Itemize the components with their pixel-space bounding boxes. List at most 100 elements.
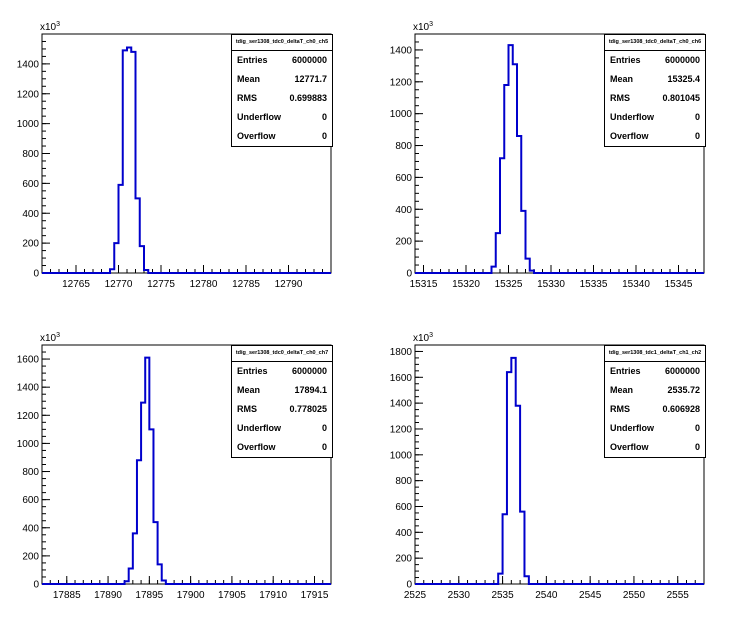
stats-label: Overflow — [610, 131, 649, 141]
y-tick-label: 400 — [22, 523, 39, 534]
x-tick-label: 15330 — [537, 279, 565, 290]
stats-box-ch1-ch2: tdig_ser1308_tdc1_deltaT_ch1_ch2 Entries 6… — [604, 345, 706, 458]
y-tick-label: 200 — [22, 551, 39, 562]
stats-value: 6000000 — [291, 366, 327, 376]
y-tick-label: 600 — [22, 179, 39, 190]
stats-label: Underflow — [237, 423, 281, 433]
y-tick-label: 1000 — [17, 119, 40, 130]
stats-label: Mean — [610, 74, 634, 84]
stats-value: 0 — [694, 112, 700, 122]
stats-value: 2535.72 — [667, 385, 700, 395]
histogram-series-line — [415, 356, 704, 585]
x-tick-label: 2550 — [623, 590, 646, 601]
stats-row: Overflow 0 — [232, 438, 332, 457]
stats-label: Underflow — [610, 112, 654, 122]
stats-label: Underflow — [237, 112, 281, 122]
stats-row: Entries 6000000 — [605, 51, 705, 70]
y-tick-label: 600 — [22, 495, 39, 506]
stats-row: RMS 0.778025 — [232, 400, 332, 419]
stats-value: 0 — [321, 112, 327, 122]
stats-value: 0 — [321, 423, 327, 433]
stats-row: Entries 6000000 — [605, 362, 705, 381]
stats-box-ch0-ch5: tdig_ser1308_tdc0_deltaT_ch0_ch5 Entries 6… — [231, 34, 333, 147]
stats-label: Mean — [237, 74, 261, 84]
y-tick-label: 600 — [395, 173, 412, 184]
stats-value: 0 — [321, 131, 327, 141]
stats-row: Overflow 0 — [232, 127, 332, 146]
stats-label: Entries — [610, 55, 641, 65]
stats-row: Mean 2535.72 — [605, 381, 705, 400]
x-tick-label: 12770 — [105, 279, 133, 290]
stats-row: Mean 17894.1 — [232, 381, 332, 400]
stats-row: Underflow 0 — [605, 108, 705, 127]
x-tick-label: 2555 — [667, 590, 690, 601]
stats-label: Overflow — [237, 131, 276, 141]
y-tick-label: 1000 — [17, 439, 40, 450]
y-tick-label: 200 — [395, 554, 412, 565]
x-tick-label: 2540 — [535, 590, 558, 601]
y-tick-label: 1400 — [17, 59, 40, 70]
x-tick-label: 17890 — [94, 590, 122, 601]
y-tick-label: 200 — [22, 239, 39, 250]
stats-row: Underflow 0 — [232, 108, 332, 127]
stats-label: RMS — [610, 404, 630, 414]
stats-box-title: tdig_ser1308_tdc1_deltaT_ch1_ch2 — [605, 346, 705, 362]
stats-label: Entries — [237, 55, 268, 65]
stats-row: RMS 0.606928 — [605, 400, 705, 419]
x-tick-label: 2545 — [579, 590, 602, 601]
stats-label: RMS — [610, 93, 630, 103]
y-tick-label: 1400 — [17, 383, 40, 394]
stats-label: Overflow — [610, 442, 649, 452]
histogram-panel-ch1-ch2: 0 200 400 600 800 1000 1200 1400 1600 1800 2525 253… — [373, 311, 746, 622]
stats-box-ch0-ch7: tdig_ser1308_tdc0_deltaT_ch0_ch7 Entries 6… — [231, 345, 333, 458]
stats-label: Entries — [610, 366, 641, 376]
stats-value: 17894.1 — [294, 385, 327, 395]
y-multiplier-label: x103 — [413, 21, 433, 33]
x-tick-label: 2530 — [448, 590, 471, 601]
stats-row: Overflow 0 — [605, 438, 705, 457]
y-multiplier-label: x103 — [40, 21, 60, 33]
x-tick-label: 15335 — [580, 279, 608, 290]
stats-label: Entries — [237, 366, 268, 376]
x-tick-label: 12780 — [190, 279, 218, 290]
stats-label: RMS — [237, 93, 257, 103]
y-tick-label: 800 — [22, 467, 39, 478]
x-tick-label: 17885 — [53, 590, 81, 601]
y-tick-label: 1200 — [17, 411, 40, 422]
stats-value: 12771.7 — [294, 74, 327, 84]
stats-box-ch0-ch6: tdig_ser1308_tdc0_deltaT_ch0_ch6 Entries 6… — [604, 34, 706, 147]
x-tick-label: 17915 — [301, 590, 329, 601]
stats-value: 6000000 — [664, 55, 700, 65]
y-tick-label: 1200 — [390, 77, 413, 88]
y-tick-label: 1800 — [390, 347, 413, 358]
stats-label: Mean — [237, 385, 261, 395]
y-tick-label: 800 — [22, 149, 39, 160]
stats-row: RMS 0.801045 — [605, 89, 705, 108]
stats-row: Underflow 0 — [232, 419, 332, 438]
stats-value: 0 — [694, 423, 700, 433]
histogram-panel-ch0-ch7: 0 200 400 600 800 1000 1200 1400 1600 17885 17890 1… — [0, 311, 373, 622]
y-tick-label: 1200 — [390, 424, 413, 435]
y-tick-label: 1400 — [390, 399, 413, 410]
y-multiplier-label: x103 — [40, 332, 60, 344]
x-tick-label: 12775 — [147, 279, 175, 290]
histogram-series-line — [42, 356, 331, 585]
histogram-series-line — [42, 46, 331, 274]
histogram-panel-ch0-ch5: 0 200 400 600 800 1000 1200 1400 12765 12770 12775… — [0, 0, 373, 311]
stats-row: Entries 6000000 — [232, 362, 332, 381]
y-tick-label: 200 — [395, 237, 412, 248]
stats-value: 0.778025 — [289, 404, 327, 414]
stats-box-title: tdig_ser1308_tdc0_deltaT_ch0_ch7 — [232, 346, 332, 362]
y-tick-label: 800 — [395, 141, 412, 152]
stats-value: 0 — [694, 442, 700, 452]
y-tick-label: 0 — [33, 269, 39, 280]
stats-value: 0 — [694, 131, 700, 141]
y-tick-label: 1000 — [390, 450, 413, 461]
x-tick-label: 12765 — [62, 279, 90, 290]
stats-row: Underflow 0 — [605, 419, 705, 438]
x-tick-label: 17895 — [135, 590, 163, 601]
y-tick-label: 400 — [22, 209, 39, 220]
stats-value: 0 — [321, 442, 327, 452]
stats-row: Mean 12771.7 — [232, 70, 332, 89]
stats-box-title: tdig_ser1308_tdc0_deltaT_ch0_ch5 — [232, 35, 332, 51]
